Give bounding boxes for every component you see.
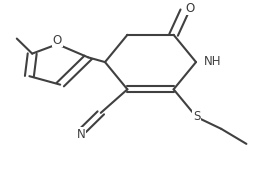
Text: NH: NH bbox=[204, 55, 221, 68]
Text: S: S bbox=[193, 110, 200, 123]
Text: O: O bbox=[53, 34, 62, 46]
Text: N: N bbox=[76, 128, 85, 141]
Text: O: O bbox=[185, 2, 195, 15]
